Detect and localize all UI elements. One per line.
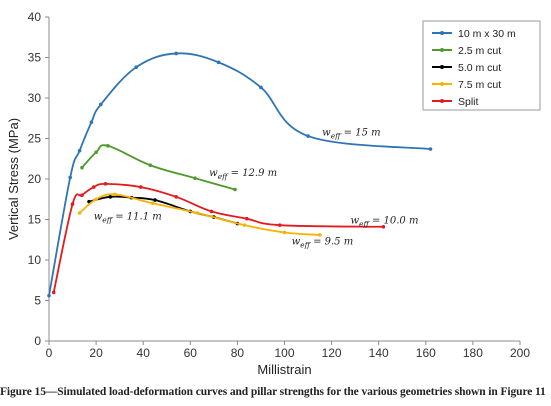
x-tick-label: 40 xyxy=(137,346,151,360)
weff-annotation: weff = 10.0 m xyxy=(350,216,418,229)
data-point xyxy=(103,182,108,186)
data-point xyxy=(381,224,386,229)
data-point xyxy=(150,201,155,206)
data-point xyxy=(89,120,94,125)
series-1 xyxy=(47,51,433,298)
data-point xyxy=(70,202,75,206)
data-point xyxy=(306,134,310,138)
series-2 xyxy=(80,143,237,192)
y-tick-label: 20 xyxy=(28,172,42,186)
legend-marker xyxy=(440,48,444,52)
data-point xyxy=(99,102,103,107)
data-point xyxy=(193,176,197,180)
data-point xyxy=(94,197,98,202)
data-point xyxy=(148,163,153,168)
legend-marker xyxy=(440,99,444,103)
legend-item-5: Split xyxy=(432,96,479,108)
annotation-layer: weff = 15 m weff = 12.9 m weff = 11.1 m wef… xyxy=(94,127,419,249)
series-layer xyxy=(47,51,433,298)
y-tick-label: 40 xyxy=(28,10,42,24)
data-point xyxy=(51,290,56,295)
data-point xyxy=(233,187,237,192)
data-point xyxy=(47,293,51,298)
data-point xyxy=(277,223,282,227)
data-point xyxy=(242,223,247,227)
y-tick-label: 35 xyxy=(28,51,42,65)
data-point xyxy=(153,198,157,202)
data-point xyxy=(113,192,117,197)
x-tick-label: 100 xyxy=(274,346,294,360)
y-axis-title: Vertical Stress (MPa) xyxy=(6,118,21,240)
x-tick-label: 0 xyxy=(46,346,53,360)
y-tick-label: 30 xyxy=(28,91,42,105)
data-point xyxy=(216,60,221,65)
axes: 0 20 40 60 80 100 120 140 160 180 200 0 5 10 15 20 25 30 3… xyxy=(28,10,531,360)
legend-label: 10 m x 30 m xyxy=(458,28,516,40)
y-tick-label: 5 xyxy=(34,294,41,308)
legend-item-2: 2.5 m cut xyxy=(432,45,501,57)
y-tick-label: 15 xyxy=(28,213,42,227)
y-tick-label: 10 xyxy=(28,253,42,267)
x-axis-title: Millistrain xyxy=(257,362,311,377)
data-point xyxy=(80,165,84,170)
series-4 xyxy=(77,192,322,237)
weff-annotation: weff = 12.9 m xyxy=(209,168,277,181)
weff-annotation: weff = 15 m xyxy=(322,127,380,140)
data-point xyxy=(77,211,82,215)
legend: 10 m x 30 m 2.5 m cut 5.0 m cut 7.5 m cut Sp… xyxy=(422,20,541,111)
data-point xyxy=(195,211,200,215)
legend-item-3: 5.0 m cut xyxy=(432,62,501,74)
data-point xyxy=(68,175,72,180)
legend-label: 5.0 m cut xyxy=(458,62,501,74)
x-tick-label: 60 xyxy=(184,346,198,360)
x-tick-label: 120 xyxy=(322,346,342,360)
legend-item-1: 10 m x 30 m xyxy=(432,28,516,40)
weff-annotation: weff = 11.1 m xyxy=(94,212,162,225)
data-point xyxy=(174,51,178,56)
data-point xyxy=(259,85,263,90)
x-tick-label: 140 xyxy=(369,346,389,360)
load-deformation-chart: 0 20 40 60 80 100 120 140 160 180 200 0 5 10 15 20 25 30 3… xyxy=(6,10,541,377)
data-point xyxy=(91,185,96,189)
legend-marker xyxy=(440,65,444,69)
data-point xyxy=(106,143,110,148)
data-point xyxy=(209,209,214,214)
data-point xyxy=(77,148,82,153)
data-point xyxy=(80,193,84,197)
x-tick-label: 160 xyxy=(416,346,436,360)
data-point xyxy=(245,216,249,221)
data-point xyxy=(282,230,287,235)
data-point xyxy=(174,195,178,199)
legend-marker xyxy=(440,31,444,35)
legend-label: 7.5 m cut xyxy=(458,79,501,91)
x-tick-label: 180 xyxy=(463,346,483,360)
data-point xyxy=(318,233,322,237)
legend-label: Split xyxy=(458,96,479,108)
data-point xyxy=(108,195,113,199)
figure-caption: Figure 15—Simulated load-deformation cur… xyxy=(0,386,546,398)
x-tick-label: 80 xyxy=(231,346,245,360)
data-point xyxy=(94,150,98,155)
series-5 xyxy=(51,182,386,295)
legend-label: 2.5 m cut xyxy=(458,45,501,57)
y-tick-label: 0 xyxy=(34,334,41,348)
legend-item-4: 7.5 m cut xyxy=(432,79,501,91)
weff-annotation: weff = 9.5 m xyxy=(292,237,354,250)
data-point xyxy=(428,147,433,151)
data-point xyxy=(139,185,143,189)
legend-marker xyxy=(440,82,444,86)
data-point xyxy=(134,65,138,70)
x-tick-label: 20 xyxy=(89,346,103,360)
y-tick-label: 25 xyxy=(28,132,42,146)
x-tick-label: 200 xyxy=(510,346,530,360)
